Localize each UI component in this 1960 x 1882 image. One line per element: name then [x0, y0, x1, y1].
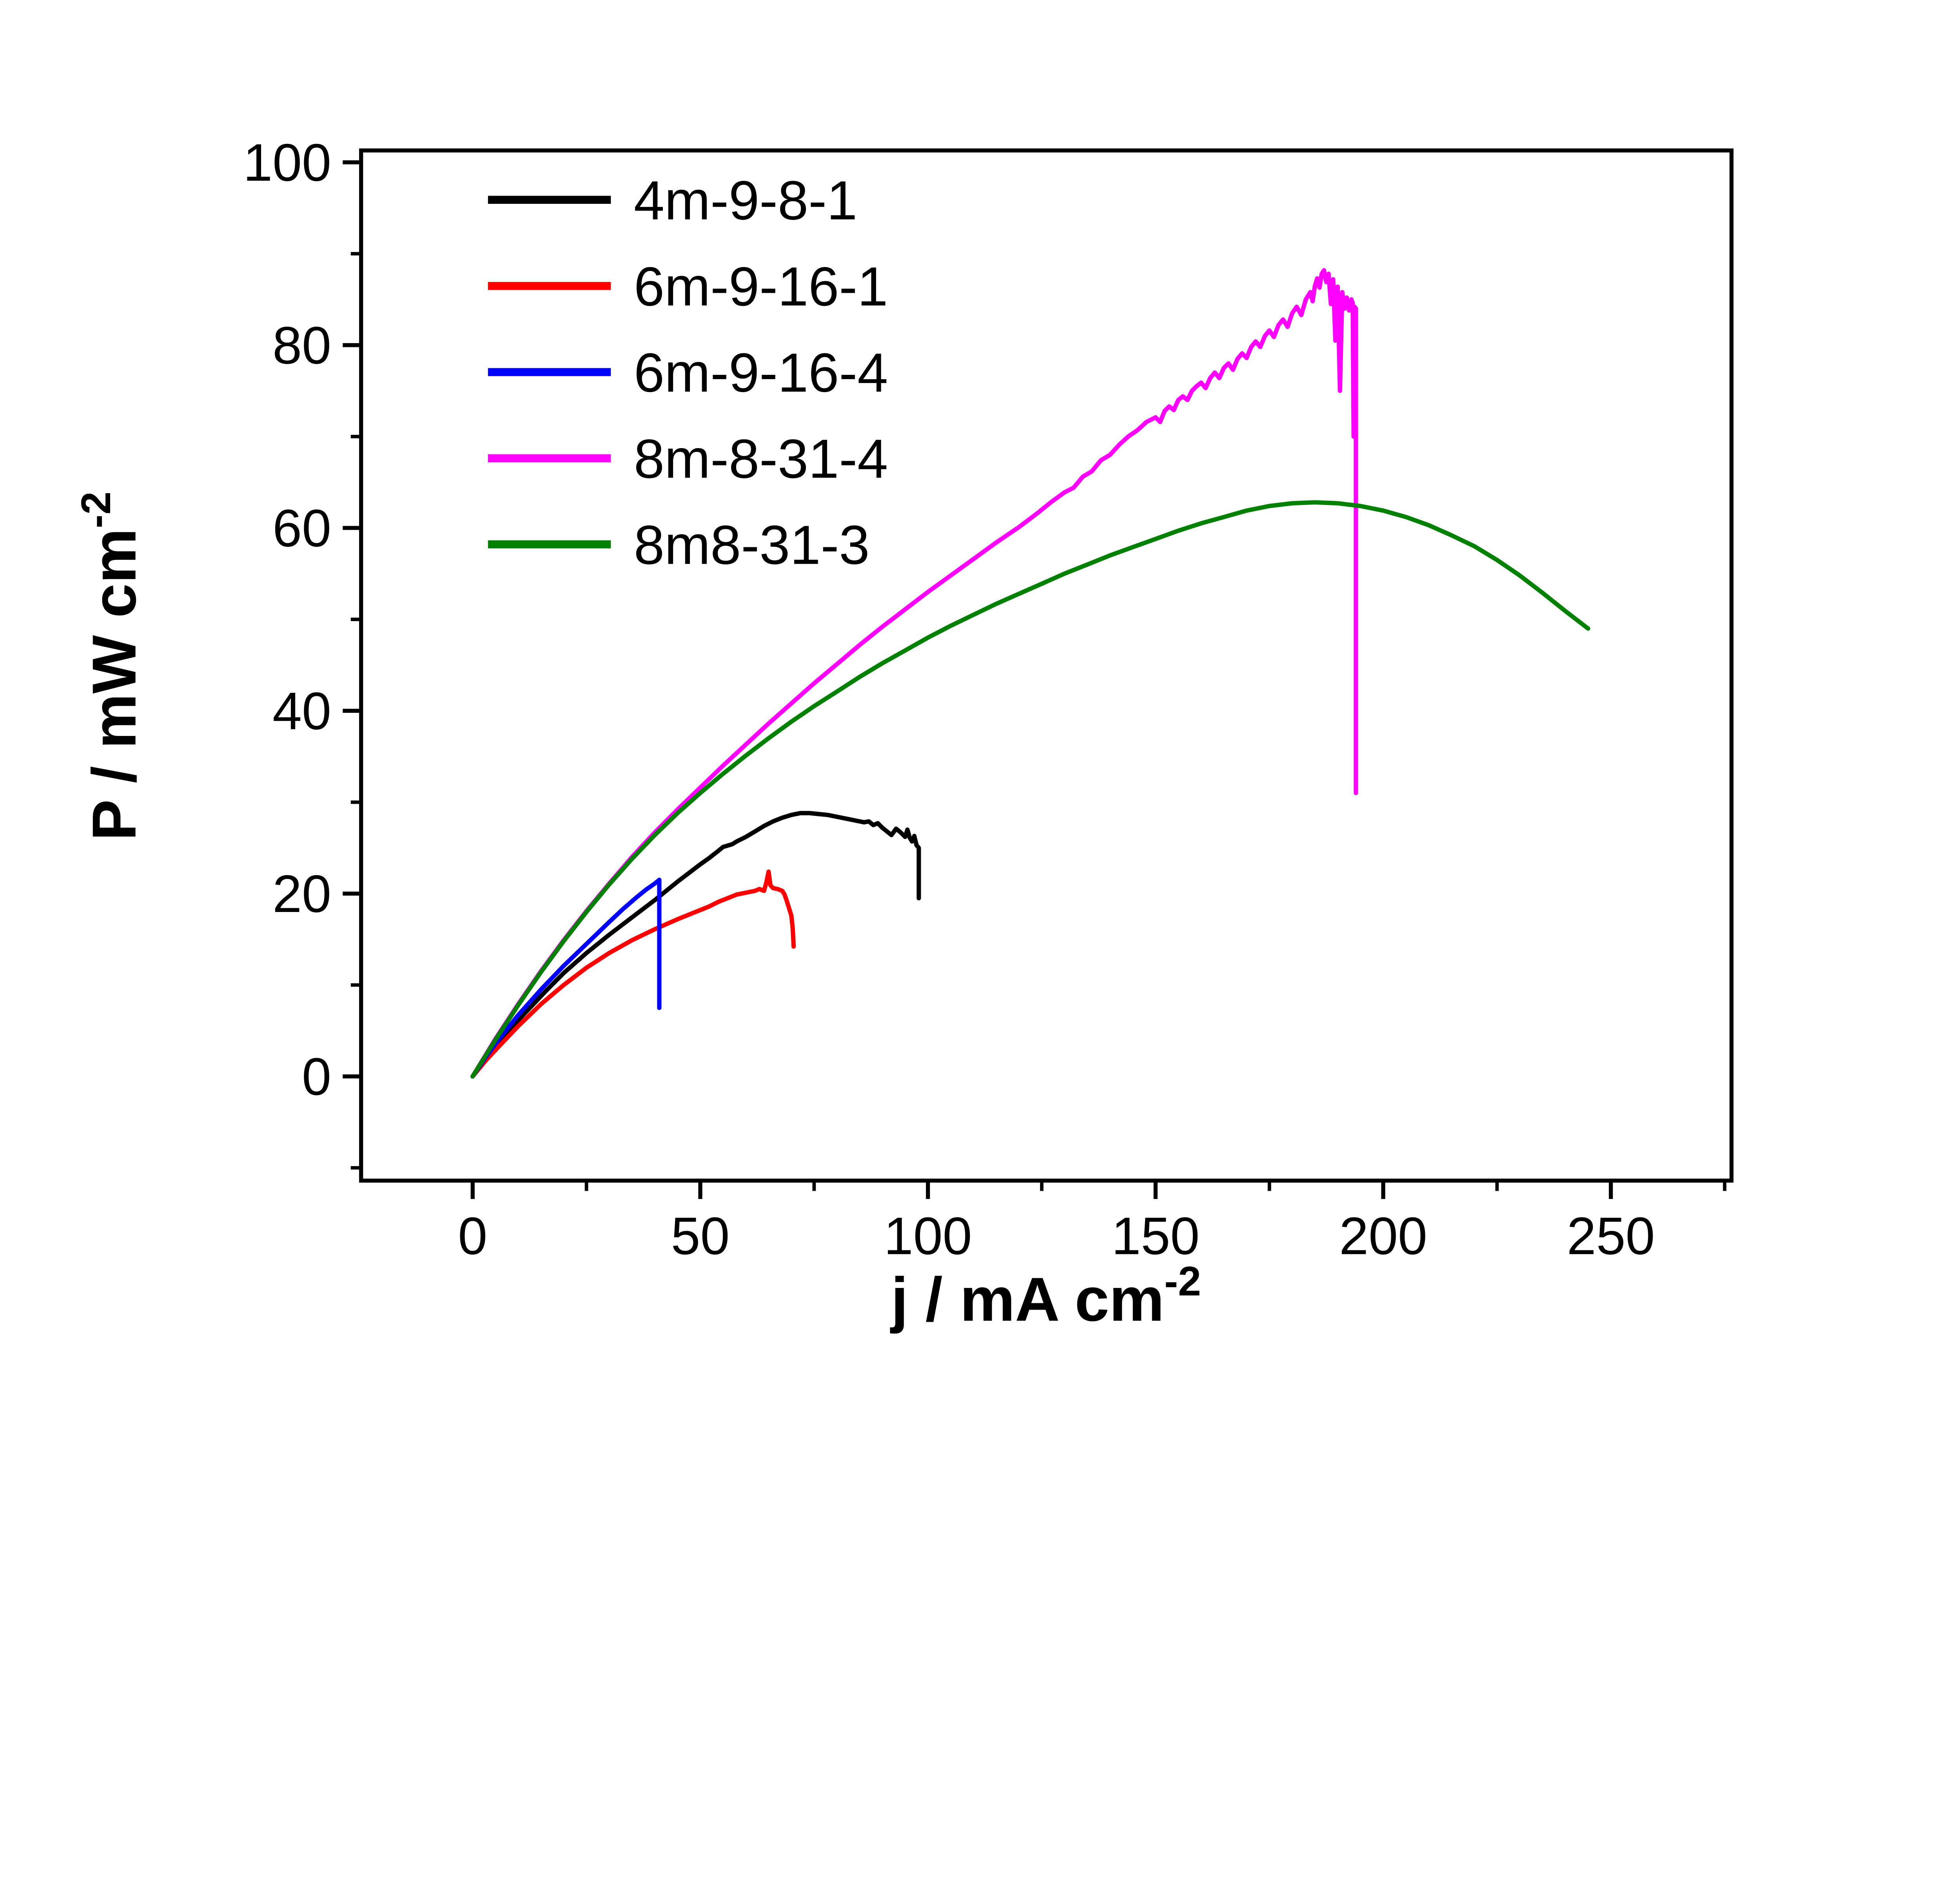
y-tick-label: 80 [272, 316, 331, 375]
y-tick-label: 40 [272, 681, 331, 741]
legend-label-8m-8-31-4: 8m-8-31-4 [634, 428, 888, 490]
series-line-8m-8-31-4 [470, 268, 1358, 1079]
series-line-6m-9-16-4 [470, 877, 662, 1079]
legend-label-6m-9-16-4: 6m-9-16-4 [634, 342, 888, 403]
y-tick-label: 60 [272, 498, 331, 558]
legend: 4m-9-8-1 6m-9-16-1 6m-9-16-4 8m-8-31-4 8m8-3… [488, 169, 888, 576]
legend-label-4m-9-8-1: 4m-9-8-1 [634, 169, 857, 231]
y-tick-label: 100 [243, 133, 331, 192]
chart-svg: 0 50 100 150 200 250 0 20 40 60 80 100 4m-9-8-1 6m-9… [73, 133, 1734, 1334]
axes-layer: 0 50 100 150 200 250 0 20 40 60 80 100 [243, 133, 1734, 1266]
y-tick-label: 0 [302, 1047, 331, 1106]
series-line-6m-9-16-1 [470, 869, 796, 1079]
x-tick-label: 150 [1112, 1206, 1200, 1266]
series-line-8m8-31-3 [470, 500, 1590, 1079]
y-axis-title: P / mW cm-2 [73, 492, 149, 841]
x-tick-label: 200 [1339, 1206, 1427, 1266]
power-density-chart: 0 50 100 150 200 250 0 20 40 60 80 100 4m-9-8-1 6m-9… [73, 133, 1734, 1334]
x-tick-label: 100 [884, 1206, 972, 1266]
x-tick-label: 250 [1567, 1206, 1655, 1266]
x-axis-title-main: j / mA cm [890, 1264, 1164, 1334]
series-layer [470, 268, 1590, 1079]
series-line-4m-9-8-1 [470, 811, 921, 1079]
x-axis-title: j / mA cm-2 [890, 1259, 1201, 1334]
y-axis-title-sup: -2 [73, 492, 119, 529]
plot-border [359, 148, 1734, 1183]
y-tick-label: 20 [272, 864, 331, 923]
legend-label-6m-9-16-1: 6m-9-16-1 [634, 256, 888, 317]
x-tick-label: 0 [458, 1206, 487, 1266]
x-axis-title-sup: -2 [1164, 1259, 1201, 1304]
y-axis-title-main: P / mW cm [80, 528, 149, 841]
legend-label-8m8-31-3: 8m8-31-3 [634, 514, 870, 576]
x-tick-label: 50 [671, 1206, 730, 1266]
